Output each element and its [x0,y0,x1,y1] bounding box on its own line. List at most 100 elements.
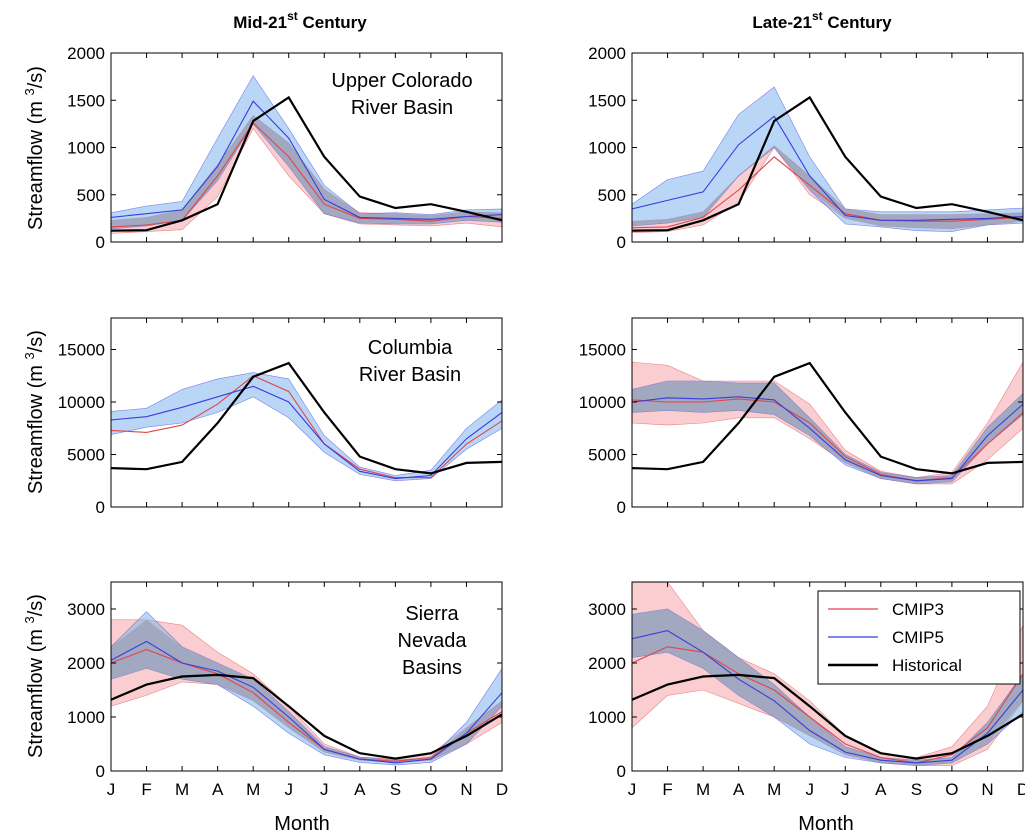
historical-line [632,361,1023,475]
y-tick-label: 0 [96,233,105,252]
x-tick-label: D [1017,780,1025,799]
x-tick-label: N [981,780,993,799]
y-tick-label: 10000 [58,393,105,412]
historical-line [111,95,502,232]
x-tick-label: M [175,780,189,799]
cmip5-median-line [632,115,1023,221]
cmip5-median-line [111,385,502,480]
x-tick-label: O [945,780,958,799]
legend-label-historical: Historical [892,656,962,675]
historical-line [632,673,1023,760]
panel-axes-box [110,581,503,772]
y-tick-label: 0 [617,762,626,781]
y-tick-label: 1000 [588,708,626,727]
overlap-range-band [632,609,1023,766]
x-tick-label: A [733,780,745,799]
panel-0-1: 0 500 1000 1500 2000 [588,44,1024,252]
y-axis-label-row3: Streamflow (m 3/s) [22,594,47,758]
y-tick-label: 5000 [67,446,105,465]
panel-0-0: 0 500 1000 1500 2000 Upper Colorado River Basi… [67,44,503,252]
x-tick-label: J [284,780,293,799]
basin-annotation-line: River Basin [359,364,461,386]
panels: 0 500 1000 1500 2000 Upper Colorado River Basi… [58,44,1025,799]
y-tick-label: 1500 [588,91,626,110]
x-tick-label: N [460,780,472,799]
basin-annotation-line: Basins [402,657,462,679]
legend-label-cmip3: CMIP3 [892,600,944,619]
cmip3-median-line [111,648,502,762]
y-axis-label-row2: Streamflow (m 3/s) [22,330,47,494]
y-tick-label: 500 [77,186,105,205]
x-tick-label: J [107,780,116,799]
overlap-range-band [111,115,502,229]
y-tick-label: 1500 [67,91,105,110]
column-title-late: Late-21st Century [752,9,892,32]
x-tick-label: F [662,780,672,799]
panel-plot-area [632,582,1023,766]
x-tick-label: F [141,780,151,799]
panel-axes-box [631,317,1024,508]
x-tick-label: J [841,780,850,799]
panel-1-0: 0 5000 10000 15000 Columbia River Basin [58,317,503,517]
x-tick-label: A [354,780,366,799]
y-tick-label: 2000 [588,654,626,673]
x-tick-label: J [320,780,329,799]
y-tick-label: 15000 [579,341,626,360]
y-tick-label: 3000 [67,600,105,619]
x-axis-label-right: Month [798,813,854,835]
legend: CMIP3 CMIP5 Historical [817,590,1021,685]
panel-plot-area [111,361,502,482]
cmip5-median-line [111,640,502,764]
basin-annotation-line: Columbia [368,337,453,359]
legend-label-cmip5: CMIP5 [892,628,944,647]
column-title-mid: Mid-21st Century [233,9,367,32]
panel-plot-area [632,86,1023,233]
y-tick-label: 0 [96,498,105,517]
cmip5-median-line [111,100,502,220]
y-tick-label: 1000 [67,139,105,158]
basin-annotation-line: Nevada [398,630,468,652]
x-tick-label: O [424,780,437,799]
panel-plot-area [111,75,502,234]
panel-axes-box [631,581,1024,772]
y-tick-label: 500 [598,186,626,205]
basin-annotation-line: River Basin [351,97,453,119]
y-tick-label: 0 [617,498,626,517]
panel-2-0: 0 1000 2000 3000 J F M A M J J A S O N D Sierra Nevada Bas… [67,581,508,799]
x-tick-label: M [696,780,710,799]
cmip5-median-line [632,630,1023,764]
cmip5-range-band [632,86,1023,232]
basin-annotation-line: Upper Colorado [331,70,472,92]
x-tick-label: S [390,780,401,799]
y-tick-label: 5000 [588,446,626,465]
panel-plot-area [111,611,502,766]
y-tick-label: 1000 [588,139,626,158]
y-axis-label-row1: Streamflow (m 3/s) [22,66,47,230]
overlap-range-band [632,381,1023,484]
y-tick-label: 1000 [67,708,105,727]
historical-line [111,673,502,760]
x-tick-label: S [911,780,922,799]
panel-axes-box [110,317,503,508]
y-tick-label: 10000 [579,393,626,412]
overlap-range-band [632,145,1023,229]
x-tick-label: M [767,780,781,799]
panel-2-1: 0 1000 2000 3000 J F M A M J J A S O N D [588,581,1025,799]
historical-line [111,361,502,475]
historical-line [632,95,1023,232]
x-tick-label: D [496,780,508,799]
y-tick-label: 15000 [58,341,105,360]
panel-1-1: 0 5000 10000 15000 [579,317,1024,517]
x-tick-label: M [246,780,260,799]
x-tick-label: A [212,780,224,799]
y-tick-label: 3000 [588,600,626,619]
basin-annotation-line: Sierra [405,603,459,625]
y-tick-label: 2000 [588,44,626,63]
x-tick-label: J [805,780,814,799]
y-tick-label: 0 [617,233,626,252]
x-axis-label-left: Month [274,813,330,835]
y-tick-label: 2000 [67,44,105,63]
y-tick-label: 0 [96,762,105,781]
cmip3-median-line [632,156,1023,229]
